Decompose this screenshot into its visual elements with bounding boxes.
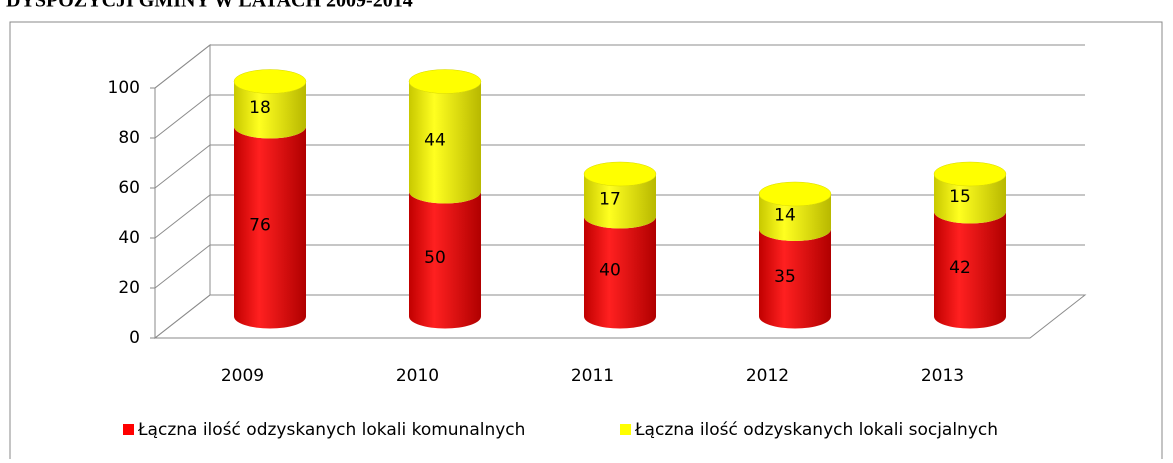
y-tick-label: 20 (118, 278, 140, 298)
grid-line (154, 144, 1085, 189)
data-label: 15 (949, 187, 971, 207)
legend-label: Łączna ilość odzyskanych lokali socjalny… (634, 420, 998, 440)
data-label: 17 (599, 189, 621, 209)
legend-swatch (123, 424, 134, 435)
y-tick-label: 100 (108, 78, 140, 98)
data-label: 18 (249, 98, 271, 118)
legend-swatch (620, 424, 631, 435)
bar-top (583, 161, 657, 187)
data-label: 35 (774, 267, 796, 287)
x-tick-label: 2010 (396, 366, 439, 386)
legend-label: Łączna ilość odzyskanych lokali komunaln… (137, 420, 525, 440)
bar-segment (584, 216, 656, 329)
grid-line (154, 94, 1085, 139)
grid-line (154, 44, 1085, 89)
data-label: 44 (424, 131, 446, 151)
bar-segment (759, 229, 831, 329)
bar-segment (409, 191, 481, 329)
data-label: 76 (249, 216, 271, 236)
data-label: 14 (774, 206, 796, 226)
x-tick-label: 2009 (221, 366, 264, 386)
bar-segment (934, 211, 1006, 329)
x-tick-label: 2011 (571, 366, 614, 386)
y-tick-label: 60 (118, 178, 140, 198)
bar-top (408, 69, 482, 94)
bar-top (758, 181, 832, 207)
data-label: 42 (949, 258, 971, 278)
data-label: 40 (599, 261, 621, 281)
x-tick-label: 2013 (921, 366, 964, 386)
bar-top (233, 69, 307, 94)
bar-segment (934, 174, 1006, 224)
bar-top (933, 161, 1007, 187)
x-tick-label: 2012 (746, 366, 789, 386)
y-tick-label: 0 (129, 328, 140, 348)
bar-segment (234, 126, 306, 329)
chart-title: DYSPOZYCJI GMINY W LATACH 2009-2014 (6, 0, 413, 12)
bar-segment (409, 81, 481, 204)
data-label: 50 (424, 248, 446, 268)
bar-segment (759, 194, 831, 241)
y-tick-label: 40 (118, 228, 140, 248)
y-tick-label: 80 (118, 128, 140, 148)
bar-segment (234, 81, 306, 139)
bar-segment (584, 174, 656, 229)
